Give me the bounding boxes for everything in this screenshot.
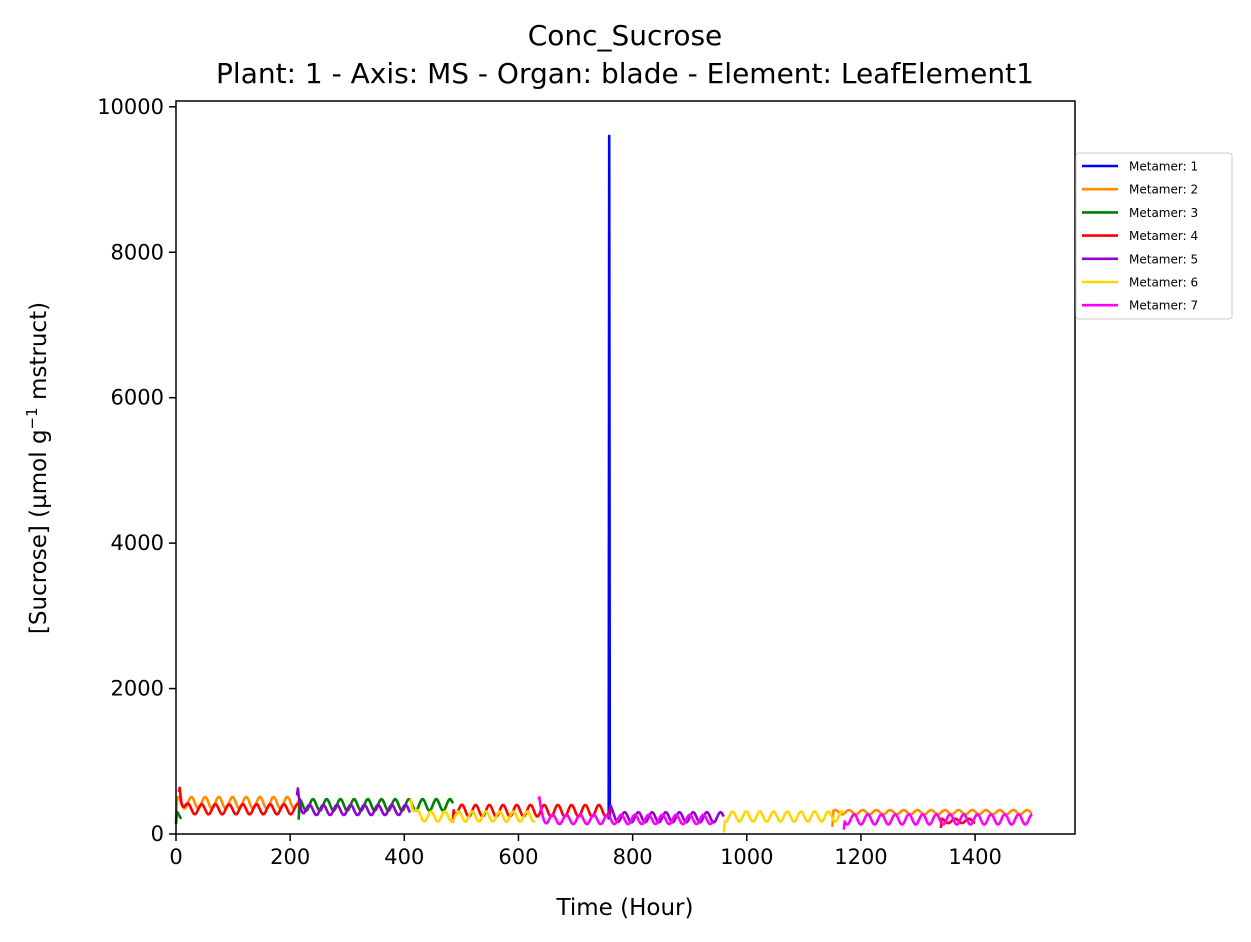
series-line (295, 787, 412, 817)
chart-title: Conc_Sucrose (528, 19, 723, 52)
series-line (174, 795, 300, 821)
y-tick-label: 6000 (111, 386, 164, 410)
x-tick-label: 0 (169, 845, 182, 869)
series-line (177, 786, 300, 816)
y-axis-label-suffix: mstruct) (26, 302, 52, 407)
legend-label: Metamer: 3 (1129, 206, 1198, 220)
series-line (722, 810, 845, 833)
x-tick-label: 800 (613, 845, 653, 869)
y-tick-label: 8000 (111, 240, 164, 264)
series-layer (174, 134, 1033, 833)
series-line (537, 796, 714, 826)
legend-label: Metamer: 7 (1129, 299, 1198, 313)
y-tick-label: 4000 (111, 531, 164, 555)
x-tick-label: 1000 (720, 845, 773, 869)
plot-frame (175, 100, 1076, 835)
x-tick-label: 1200 (834, 845, 887, 869)
legend-label: Metamer: 1 (1129, 160, 1198, 174)
y-axis-label-superscript: −1 (23, 407, 41, 429)
y-tick-label: 0 (151, 822, 164, 846)
legend-label: Metamer: 2 (1129, 183, 1198, 197)
y-axis-label-prefix: [Sucrose] (µmol g (26, 429, 52, 634)
legend-box (1075, 152, 1233, 320)
y-tick-label: 2000 (111, 677, 164, 701)
x-tick-label: 600 (498, 845, 538, 869)
series-line (451, 803, 611, 823)
legend-label: Metamer: 4 (1129, 229, 1198, 243)
series-line (174, 810, 183, 825)
x-axis-label: Time (Hour) (556, 895, 694, 921)
chart-subtitle: Plant: 1 - Axis: MS - Organ: blade - Ele… (216, 57, 1034, 90)
legend-label: Metamer: 5 (1129, 252, 1198, 266)
y-tick-label: 10000 (97, 95, 164, 119)
x-tick-label: 200 (270, 845, 310, 869)
x-tick-label: 1400 (948, 845, 1001, 869)
ticks-layer: 0 200 400 600 800 1000 1200 1400 0 2000 4000 6000 80… (97, 95, 1002, 869)
series-line (842, 813, 1033, 830)
legend: Metamer: 1 Metamer: 2 Metamer: 3 Metamer: 4… (1075, 152, 1233, 320)
legend-label: Metamer: 6 (1129, 276, 1198, 290)
x-tick-label: 400 (384, 845, 424, 869)
y-axis-label: [Sucrose] (µmol g−1 mstruct) (23, 302, 52, 634)
series-line (607, 134, 612, 820)
series-line (408, 798, 536, 823)
series-line (831, 808, 1033, 827)
